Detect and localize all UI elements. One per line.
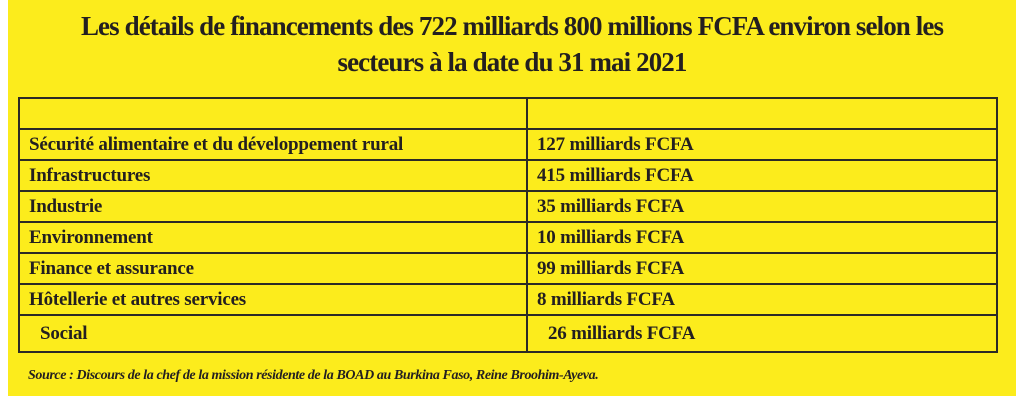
title-line-2: secteurs à la date du 31 mai 2021 bbox=[337, 47, 687, 77]
table-row: Finance et assurance 99 milliards FCFA bbox=[18, 252, 998, 285]
amount-cell: 415 milliards FCFA bbox=[526, 159, 998, 192]
table-row: Social 26 milliards FCFA bbox=[18, 314, 998, 353]
infographic-panel: Les détails de financements des 722 mill… bbox=[8, 0, 1016, 396]
table-row: Sécurité alimentaire et du développement… bbox=[18, 128, 998, 161]
amount-cell: 10 milliards FCFA bbox=[526, 221, 998, 254]
financing-table: Sécurité alimentaire et du développement… bbox=[18, 97, 998, 353]
sector-cell: Sécurité alimentaire et du développement… bbox=[18, 128, 528, 161]
table-header-row bbox=[18, 97, 998, 130]
source-note: Source : Discours de la chef de la missi… bbox=[28, 368, 599, 383]
sector-cell: Finance et assurance bbox=[18, 252, 528, 285]
table-row: Industrie 35 milliards FCFA bbox=[18, 190, 998, 223]
table-row: Environnement 10 milliards FCFA bbox=[18, 221, 998, 254]
amount-cell: 127 milliards FCFA bbox=[526, 128, 998, 161]
page-title: Les détails de financements des 722 mill… bbox=[8, 8, 1016, 80]
sector-cell: Industrie bbox=[18, 190, 528, 223]
header-cell-sector bbox=[18, 97, 528, 130]
amount-cell: 99 milliards FCFA bbox=[526, 252, 998, 285]
amount-cell: 8 milliards FCFA bbox=[526, 283, 998, 316]
table-row: Infrastructures 415 milliards FCFA bbox=[18, 159, 998, 192]
table-row: Hôtellerie et autres services 8 milliards… bbox=[18, 283, 998, 316]
title-line-1: Les détails de financements des 722 mill… bbox=[80, 11, 944, 41]
sector-cell: Infrastructures bbox=[18, 159, 528, 192]
sector-cell: Social bbox=[18, 314, 528, 353]
sector-cell: Hôtellerie et autres services bbox=[18, 283, 528, 316]
amount-cell: 35 milliards FCFA bbox=[526, 190, 998, 223]
amount-cell: 26 milliards FCFA bbox=[526, 314, 998, 353]
sector-cell: Environnement bbox=[18, 221, 528, 254]
header-cell-amount bbox=[526, 97, 998, 130]
